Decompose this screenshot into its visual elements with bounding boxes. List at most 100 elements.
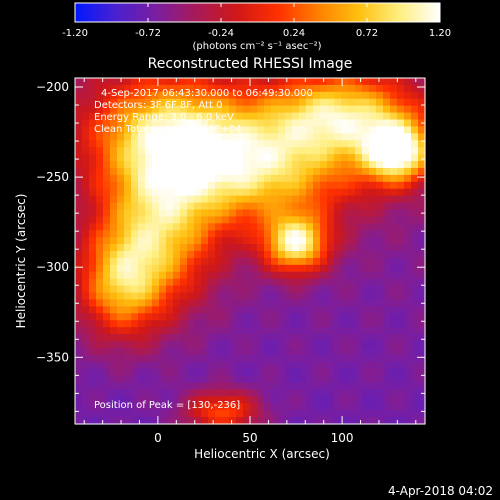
heatmap-cell [250, 368, 258, 377]
heatmap-cell [306, 271, 314, 280]
heatmap-cell [278, 368, 286, 377]
heatmap-cell [369, 361, 377, 370]
heatmap-cell [152, 244, 160, 252]
heatmap-cell [285, 340, 293, 349]
heatmap-cell [418, 140, 426, 148]
heatmap-cell [152, 216, 160, 224]
heatmap-cell [355, 223, 363, 231]
heatmap-cell [306, 361, 314, 370]
heatmap-cell [145, 140, 153, 148]
heatmap-cell [222, 78, 230, 86]
heatmap-cell [278, 167, 286, 176]
heatmap-cell [285, 91, 293, 100]
heatmap-cell [180, 271, 188, 280]
heatmap-cell [299, 78, 307, 86]
heatmap-cell [383, 98, 391, 107]
heatmap-cell [348, 251, 356, 259]
heatmap-cell [285, 368, 293, 377]
heatmap-cell [187, 119, 195, 128]
heatmap-cell [243, 389, 251, 397]
heatmap-cell [390, 230, 398, 238]
heatmap-cell [257, 112, 265, 121]
heatmap-cell [96, 410, 104, 418]
heatmap-cell [124, 327, 132, 335]
heatmap-cell [299, 181, 307, 190]
heatmap-cell [194, 382, 202, 390]
heatmap-cell [222, 147, 230, 155]
heatmap-cell [159, 299, 167, 307]
heatmap-cell [89, 389, 97, 397]
heatmap-cell [271, 361, 279, 370]
heatmap-cell [320, 237, 328, 245]
heatmap-cell [327, 209, 335, 217]
heatmap-cell [411, 340, 419, 349]
heatmap-cell [229, 237, 237, 245]
heatmap-cell [96, 389, 104, 397]
heatmap-cell [96, 285, 104, 294]
heatmap-cell [145, 292, 153, 301]
heatmap-cell [327, 340, 335, 349]
heatmap-cell [299, 271, 307, 280]
heatmap-cell [292, 230, 300, 238]
heatmap-cell [159, 334, 167, 342]
heatmap-cell [110, 181, 118, 190]
heatmap-cell [152, 78, 160, 86]
heatmap-cell [334, 271, 342, 280]
heatmap-cell [285, 119, 293, 128]
heatmap-cell [152, 126, 160, 134]
heatmap-cell [180, 237, 188, 245]
heatmap-cell [362, 105, 370, 114]
heatmap-cell [145, 98, 153, 107]
heatmap-cell [383, 195, 391, 204]
heatmap-cell [145, 78, 153, 86]
heatmap-cell [159, 181, 167, 190]
heatmap-cell [75, 188, 83, 197]
heatmap-cell [89, 140, 97, 148]
heatmap-cell [152, 354, 160, 363]
heatmap-cell [355, 188, 363, 197]
heatmap-cell [376, 417, 384, 425]
heatmap-cell [117, 181, 125, 190]
heatmap-cell [138, 368, 146, 377]
heatmap-cell [110, 126, 118, 134]
heatmap-cell [348, 354, 356, 363]
heatmap-cell [131, 105, 139, 114]
heatmap-cell [313, 188, 321, 197]
heatmap-cell [376, 154, 384, 162]
heatmap-cell [369, 154, 377, 162]
heatmap-cell [271, 327, 279, 335]
heatmap-cell [187, 209, 195, 217]
heatmap-cell [187, 147, 195, 155]
heatmap-cell [397, 174, 405, 183]
heatmap-cell [299, 410, 307, 418]
heatmap-cell [313, 389, 321, 397]
heatmap-cell [117, 133, 125, 141]
heatmap-cell [117, 389, 125, 397]
heatmap-cell [131, 292, 139, 301]
heatmap-cell [124, 382, 132, 390]
heatmap-cell [278, 237, 286, 245]
heatmap-cell [397, 161, 405, 169]
heatmap-cell [313, 334, 321, 342]
heatmap-cell [306, 334, 314, 342]
heatmap-cell [341, 167, 349, 176]
heatmap-cell [278, 278, 286, 287]
heatmap-cell [397, 251, 405, 259]
heatmap-cell [250, 230, 258, 238]
heatmap-cell [89, 320, 97, 328]
heatmap-cell [96, 154, 104, 162]
heatmap-cell [103, 285, 111, 294]
heatmap-cell [243, 84, 251, 93]
heatmap-cell [278, 202, 286, 211]
heatmap-cell [292, 188, 300, 197]
heatmap-cell [110, 223, 118, 231]
heatmap-cell [411, 313, 419, 321]
heatmap-cell [278, 389, 286, 397]
heatmap-cell [89, 299, 97, 307]
heatmap-cell [369, 410, 377, 418]
heatmap-cell [320, 181, 328, 190]
heatmap-cell [103, 396, 111, 404]
heatmap-cell [215, 375, 223, 384]
heatmap-cell [376, 140, 384, 148]
heatmap-cell [341, 299, 349, 307]
